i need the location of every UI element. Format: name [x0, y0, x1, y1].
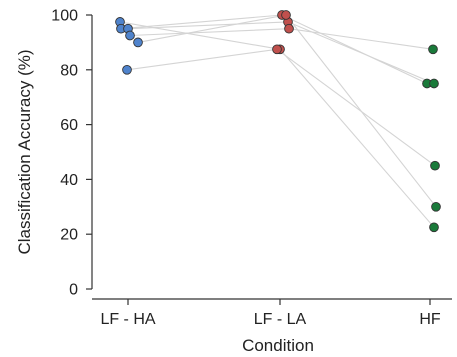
x-tick-label: LF - LA: [254, 311, 307, 328]
y-tick-label: 60: [60, 117, 78, 134]
x-axis-ticks: LF - HA LF - LA HF: [100, 299, 441, 328]
x-tick-label: LF - HA: [100, 311, 155, 328]
y-tick-label: 0: [69, 282, 78, 299]
y-tick-label: 80: [60, 62, 78, 79]
data-point-hf: [428, 44, 438, 55]
subject-connector-line: [126, 48, 436, 167]
data-point-lf-la: [281, 10, 291, 20]
x-axis-title: Condition: [242, 336, 314, 355]
x-tick-label: HF: [419, 311, 441, 328]
y-tick-label: 20: [60, 227, 78, 244]
y-axis-ticks: 0 20 40 60 80 100: [51, 8, 92, 299]
data-point-hf: [430, 160, 440, 171]
data-point-lf-la: [284, 23, 294, 34]
data-point-lf-la: [272, 44, 282, 55]
data-point-lf-ha: [133, 37, 143, 48]
data-point-hf: [429, 222, 439, 233]
y-tick-label: 40: [60, 172, 78, 189]
data-point-hf: [431, 201, 441, 212]
y-axis-title: Classification Accuracy (%): [15, 49, 34, 254]
y-tick-label: 100: [51, 8, 78, 25]
data-point-lf-ha: [125, 30, 135, 41]
data-point-hf: [429, 78, 439, 89]
data-points: [115, 10, 441, 233]
data-point-lf-ha: [122, 64, 132, 75]
